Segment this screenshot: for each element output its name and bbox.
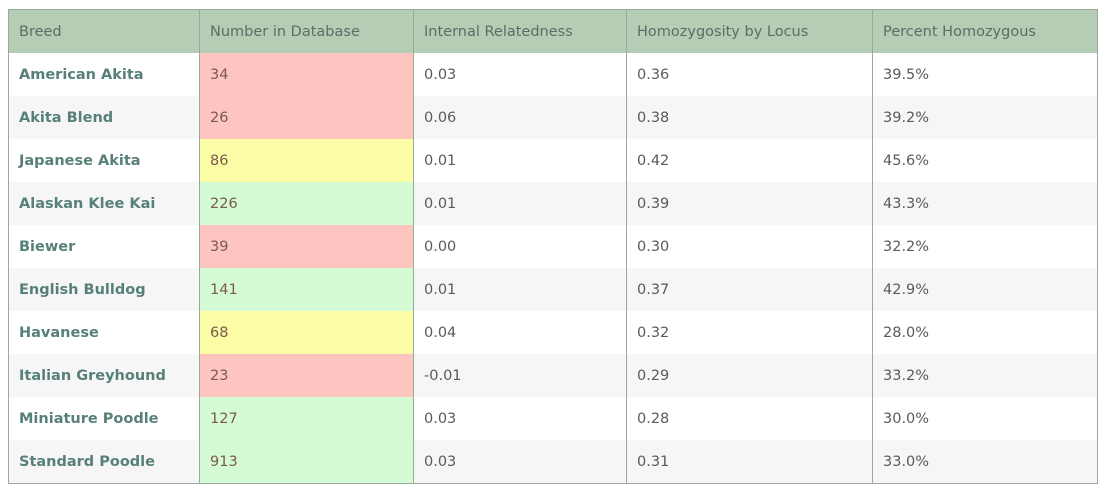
breed-cell: American Akita	[8, 53, 200, 96]
internal-relatedness-cell: -0.01	[413, 354, 627, 397]
breed-cell: Alaskan Klee Kai	[8, 182, 200, 225]
internal-relatedness-cell: 0.01	[413, 268, 627, 311]
internal-relatedness-cell: 0.01	[413, 139, 627, 182]
percent-homozygous-cell: 33.2%	[872, 354, 1098, 397]
percent-homozygous-cell: 45.6%	[872, 139, 1098, 182]
table-row: Standard Poodle 913 0.03 0.31 33.0%	[8, 440, 1098, 484]
table-header: Breed Number in Database Internal Relate…	[8, 9, 1098, 53]
table-row: Akita Blend 26 0.06 0.38 39.2%	[8, 96, 1098, 139]
internal-relatedness-cell: 0.01	[413, 182, 627, 225]
table-row: English Bulldog 141 0.01 0.37 42.9%	[8, 268, 1098, 311]
homozygosity-by-locus-cell: 0.29	[626, 354, 873, 397]
header-homozygosity-by-locus[interactable]: Homozygosity by Locus	[626, 9, 873, 53]
table-row: Japanese Akita 86 0.01 0.42 45.6%	[8, 139, 1098, 182]
count-cell: 226	[199, 182, 414, 225]
table-row: Biewer 39 0.00 0.30 32.2%	[8, 225, 1098, 268]
homozygosity-by-locus-cell: 0.28	[626, 397, 873, 440]
breed-cell: Standard Poodle	[8, 440, 200, 484]
breed-cell: Miniature Poodle	[8, 397, 200, 440]
header-percent-homozygous[interactable]: Percent Homozygous	[872, 9, 1098, 53]
header-internal-relatedness[interactable]: Internal Relatedness	[413, 9, 627, 53]
homozygosity-by-locus-cell: 0.31	[626, 440, 873, 484]
count-cell: 127	[199, 397, 414, 440]
count-cell: 26	[199, 96, 414, 139]
table-row: Miniature Poodle 127 0.03 0.28 30.0%	[8, 397, 1098, 440]
breed-cell: Japanese Akita	[8, 139, 200, 182]
internal-relatedness-cell: 0.04	[413, 311, 627, 354]
count-cell: 86	[199, 139, 414, 182]
breed-cell: Biewer	[8, 225, 200, 268]
homozygosity-by-locus-cell: 0.38	[626, 96, 873, 139]
table-row: Italian Greyhound 23 -0.01 0.29 33.2%	[8, 354, 1098, 397]
count-cell: 141	[199, 268, 414, 311]
breed-cell: Havanese	[8, 311, 200, 354]
breed-cell: Italian Greyhound	[8, 354, 200, 397]
table-row: American Akita 34 0.03 0.36 39.5%	[8, 53, 1098, 96]
homozygosity-by-locus-cell: 0.37	[626, 268, 873, 311]
count-cell: 39	[199, 225, 414, 268]
count-cell: 23	[199, 354, 414, 397]
percent-homozygous-cell: 39.2%	[872, 96, 1098, 139]
percent-homozygous-cell: 28.0%	[872, 311, 1098, 354]
internal-relatedness-cell: 0.03	[413, 53, 627, 96]
percent-homozygous-cell: 43.3%	[872, 182, 1098, 225]
header-number-in-database[interactable]: Number in Database	[199, 9, 414, 53]
percent-homozygous-cell: 39.5%	[872, 53, 1098, 96]
percent-homozygous-cell: 42.9%	[872, 268, 1098, 311]
table-row: Alaskan Klee Kai 226 0.01 0.39 43.3%	[8, 182, 1098, 225]
breed-table-container: Breed Number in Database Internal Relate…	[8, 9, 1098, 484]
breed-cell: Akita Blend	[8, 96, 200, 139]
percent-homozygous-cell: 33.0%	[872, 440, 1098, 484]
table-body: American Akita 34 0.03 0.36 39.5% Akita …	[8, 53, 1098, 484]
table-row: Havanese 68 0.04 0.32 28.0%	[8, 311, 1098, 354]
count-cell: 913	[199, 440, 414, 484]
homozygosity-by-locus-cell: 0.30	[626, 225, 873, 268]
header-row: Breed Number in Database Internal Relate…	[8, 9, 1098, 53]
internal-relatedness-cell: 0.03	[413, 397, 627, 440]
breed-diversity-table: Breed Number in Database Internal Relate…	[8, 9, 1098, 484]
internal-relatedness-cell: 0.03	[413, 440, 627, 484]
internal-relatedness-cell: 0.00	[413, 225, 627, 268]
homozygosity-by-locus-cell: 0.36	[626, 53, 873, 96]
percent-homozygous-cell: 32.2%	[872, 225, 1098, 268]
homozygosity-by-locus-cell: 0.39	[626, 182, 873, 225]
homozygosity-by-locus-cell: 0.42	[626, 139, 873, 182]
homozygosity-by-locus-cell: 0.32	[626, 311, 873, 354]
count-cell: 68	[199, 311, 414, 354]
percent-homozygous-cell: 30.0%	[872, 397, 1098, 440]
internal-relatedness-cell: 0.06	[413, 96, 627, 139]
count-cell: 34	[199, 53, 414, 96]
header-breed[interactable]: Breed	[8, 9, 200, 53]
breed-cell: English Bulldog	[8, 268, 200, 311]
